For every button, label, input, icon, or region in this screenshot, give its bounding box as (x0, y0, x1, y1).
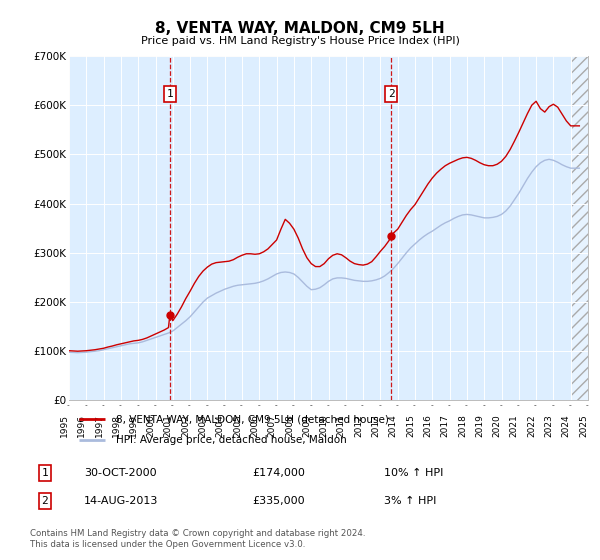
Text: 2010: 2010 (320, 414, 329, 437)
Text: 1: 1 (166, 89, 173, 99)
Text: Contains HM Land Registry data © Crown copyright and database right 2024.
This d: Contains HM Land Registry data © Crown c… (30, 529, 365, 549)
Text: 30-OCT-2000: 30-OCT-2000 (84, 468, 157, 478)
Text: 2013: 2013 (371, 414, 380, 437)
Text: 2009: 2009 (302, 414, 311, 437)
Text: 2019: 2019 (475, 414, 484, 437)
Text: 1997: 1997 (95, 414, 104, 437)
Text: 2025: 2025 (579, 414, 588, 437)
Text: 2022: 2022 (527, 414, 536, 437)
Text: HPI: Average price, detached house, Maldon: HPI: Average price, detached house, Mald… (116, 435, 346, 445)
Text: 2018: 2018 (458, 414, 467, 437)
Text: 2021: 2021 (510, 414, 519, 437)
Text: 2: 2 (41, 496, 49, 506)
Text: 2000: 2000 (146, 414, 155, 437)
Bar (571, 56, 588, 400)
Text: 2015: 2015 (406, 414, 415, 437)
Text: 2002: 2002 (181, 414, 190, 437)
Text: 2007: 2007 (268, 414, 277, 437)
Text: 8, VENTA WAY, MALDON, CM9 5LH (detached house): 8, VENTA WAY, MALDON, CM9 5LH (detached … (116, 414, 389, 424)
Text: 2005: 2005 (233, 414, 242, 437)
Text: 1996: 1996 (77, 414, 86, 437)
Text: 1: 1 (41, 468, 49, 478)
Text: 8, VENTA WAY, MALDON, CM9 5LH: 8, VENTA WAY, MALDON, CM9 5LH (155, 21, 445, 36)
Text: 2020: 2020 (493, 414, 502, 437)
Bar (571, 56, 588, 400)
Text: 14-AUG-2013: 14-AUG-2013 (84, 496, 158, 506)
Text: 2023: 2023 (544, 414, 553, 437)
Text: 2011: 2011 (337, 414, 346, 437)
Text: 2006: 2006 (250, 414, 259, 437)
Text: 1998: 1998 (112, 414, 121, 437)
Text: Price paid vs. HM Land Registry's House Price Index (HPI): Price paid vs. HM Land Registry's House … (140, 36, 460, 46)
Text: 2012: 2012 (354, 414, 363, 437)
Text: 2001: 2001 (164, 414, 173, 437)
Text: 2004: 2004 (216, 414, 225, 437)
Text: 2016: 2016 (424, 414, 433, 437)
Text: 2003: 2003 (199, 414, 208, 437)
Text: 2: 2 (388, 89, 395, 99)
Text: £335,000: £335,000 (252, 496, 305, 506)
Text: 3% ↑ HPI: 3% ↑ HPI (384, 496, 436, 506)
Text: £174,000: £174,000 (252, 468, 305, 478)
Text: 10% ↑ HPI: 10% ↑ HPI (384, 468, 443, 478)
Text: 2024: 2024 (562, 414, 571, 437)
Text: 1999: 1999 (129, 414, 138, 437)
Text: 2014: 2014 (389, 414, 398, 437)
Text: 1995: 1995 (60, 414, 69, 437)
Text: 2017: 2017 (440, 414, 449, 437)
Text: 2008: 2008 (285, 414, 294, 437)
